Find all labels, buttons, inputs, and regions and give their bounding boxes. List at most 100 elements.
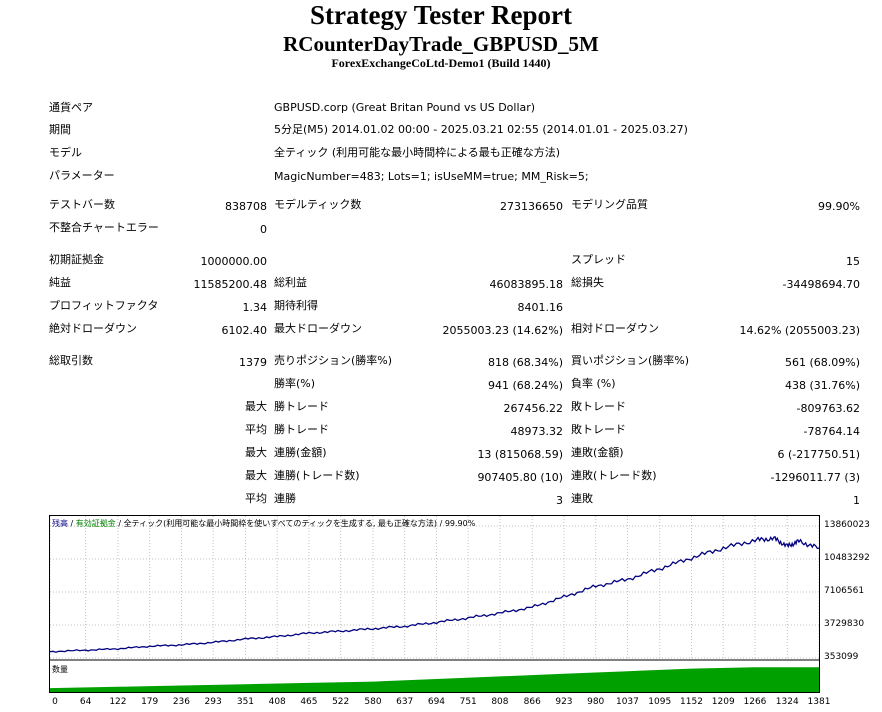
max-cons-amount-prefix: 最大 xyxy=(245,469,267,482)
legend-sep: / xyxy=(115,519,124,528)
average-loss-label: 敗トレード xyxy=(571,423,626,436)
period-label: 期間 xyxy=(49,123,71,136)
max-cons-profit-label: 連勝(トレード数) xyxy=(274,469,360,482)
x-tick-label: 808 xyxy=(491,697,509,707)
x-tick-label: 637 xyxy=(396,697,414,707)
report-subtitle: RCounterDayTrade_GBPUSD_5M xyxy=(283,32,599,56)
model-value: 全ティック (利用可能な最小時間枠による最も正確な方法) xyxy=(274,146,561,159)
y-tick-label: 7106561 xyxy=(824,586,865,596)
chart-svg xyxy=(49,516,820,692)
net-profit-label: 純益 xyxy=(49,276,71,289)
balance-line xyxy=(49,535,820,653)
x-tick-label: 1095 xyxy=(648,697,672,707)
avg-cons-losses-value: 1 xyxy=(853,494,860,507)
avg-cons-wins-label: 連勝 xyxy=(274,492,296,505)
symbol-value: GBPUSD.corp (Great Britan Pound vs US Do… xyxy=(274,101,536,114)
x-tick-label: 408 xyxy=(268,697,286,707)
volume-area xyxy=(50,667,819,692)
max-cons-wins-label: 連勝(金額) xyxy=(274,446,327,459)
max-cons-wins-value: 13 (815068.59) xyxy=(477,448,563,461)
quality-value: 99.90% xyxy=(818,200,860,213)
volume-label: 数量 xyxy=(52,665,68,674)
x-tick-label: 1209 xyxy=(711,697,735,707)
mismatch-value: 0 xyxy=(260,223,267,236)
mismatch-label: 不整合チャートエラー xyxy=(49,221,159,234)
expected-payoff-label: 期待利得 xyxy=(274,299,318,312)
deposit-value: 1000000.00 xyxy=(200,255,267,268)
avg-cons-prefix: 平均 xyxy=(245,492,267,505)
average-win-value: 48973.32 xyxy=(510,425,564,438)
profit-factor-label: プロフィットファクタ xyxy=(49,299,159,312)
symbol-label: 通貨ペア xyxy=(49,101,93,114)
max-cons-losses-value: 6 (-217750.51) xyxy=(777,448,860,461)
quality-legend: 99.90% xyxy=(444,519,476,528)
largest-loss-value: -809763.62 xyxy=(796,402,860,415)
max-cons-profit-value: 907405.80 (10) xyxy=(477,471,563,484)
short-positions-value: 818 (68.34%) xyxy=(487,356,563,369)
total-trades-value: 1379 xyxy=(239,356,267,369)
loss-rate-label: 負率 (%) xyxy=(571,377,616,390)
max-cons-loss-label: 連敗(トレード数) xyxy=(571,469,657,482)
spread-value: 15 xyxy=(846,255,860,268)
long-positions-label: 買いポジション(勝率%) xyxy=(571,354,690,367)
ticks-value: 273136650 xyxy=(500,200,563,213)
x-tick-label: 0 xyxy=(52,697,58,707)
server-build: ForexExchangeCoLtd-Demo1 (Build 1440) xyxy=(331,56,551,70)
gross-loss-value: -34498694.70 xyxy=(782,278,860,291)
ticks-label: モデルティック数 xyxy=(274,198,362,211)
total-trades-label: 総取引数 xyxy=(49,354,93,367)
gross-loss-label: 総損失 xyxy=(571,276,604,289)
max-cons-loss-value: -1296011.77 (3) xyxy=(770,471,860,484)
equity-legend: 有効証拠金 xyxy=(75,519,116,528)
chart-legend: 残高 / 有効証拠金 / 全ティック(利用可能な最小時間枠を使いすべてのティック… xyxy=(52,518,475,529)
x-tick-label: 1381 xyxy=(807,697,831,707)
x-tick-label: 923 xyxy=(555,697,573,707)
abs-drawdown-value: 6102.40 xyxy=(221,324,268,337)
win-rate-value: 941 (68.24%) xyxy=(487,379,563,392)
x-tick-label: 179 xyxy=(141,697,159,707)
balance-legend: 残高 xyxy=(52,519,68,528)
x-tick-label: 1037 xyxy=(615,697,639,707)
max-drawdown-value: 2055003.23 (14.62%) xyxy=(442,324,563,337)
profit-factor-value: 1.34 xyxy=(242,301,268,314)
deposit-label: 初期証拠金 xyxy=(49,253,104,266)
period-value: 5分足(M5) 2014.01.02 00:00 - 2025.03.21 02… xyxy=(274,123,688,136)
x-tick-label: 1152 xyxy=(680,697,703,707)
gross-profit-value: 46083895.18 xyxy=(489,278,563,291)
loss-rate-value: 438 (31.76%) xyxy=(784,379,860,392)
balance-chart: 残高 / 有効証拠金 / 全ティック(利用可能な最小時間枠を使いすべてのティック… xyxy=(49,515,820,693)
x-tick-label: 64 xyxy=(79,697,92,707)
x-tick-label: 293 xyxy=(204,697,222,707)
legend-sep: / xyxy=(68,519,76,528)
largest-win-label: 勝トレード xyxy=(274,400,329,413)
x-tick-label: 122 xyxy=(109,697,127,707)
rel-drawdown-label: 相対ドローダウン xyxy=(571,322,659,335)
long-positions-value: 561 (68.09%) xyxy=(784,356,860,369)
short-positions-label: 売りポジション(勝率%) xyxy=(274,354,393,367)
y-tick-label: 13860023 xyxy=(824,520,870,530)
y-tick-label: 353099 xyxy=(824,652,859,662)
x-tick-label: 694 xyxy=(427,697,446,707)
params-label: パラメーター xyxy=(49,169,115,182)
avg-cons-losses-label: 連敗 xyxy=(571,492,593,505)
y-tick-label: 10483292 xyxy=(824,553,870,563)
x-tick-label: 522 xyxy=(332,697,350,707)
x-tick-label: 351 xyxy=(236,697,255,707)
x-tick-label: 866 xyxy=(523,697,541,707)
win-rate-label: 勝率(%) xyxy=(274,377,316,390)
avg-cons-wins-value: 3 xyxy=(556,494,563,507)
x-tick-label: 980 xyxy=(587,697,605,707)
y-tick-label: 3729830 xyxy=(824,619,865,629)
gross-profit-label: 総利益 xyxy=(274,276,307,289)
spread-label: スプレッド xyxy=(571,253,626,266)
rel-drawdown-value: 14.62% (2055003.23) xyxy=(739,324,860,337)
largest-win-value: 267456.22 xyxy=(503,402,564,415)
net-profit-value: 11585200.48 xyxy=(193,278,267,291)
largest-loss-label: 敗トレード xyxy=(571,400,626,413)
x-tick-label: 580 xyxy=(364,697,382,707)
largest-prefix: 最大 xyxy=(245,400,267,413)
x-tick-label: 465 xyxy=(300,697,318,707)
report-title: Strategy Tester Report xyxy=(310,0,572,30)
average-prefix: 平均 xyxy=(245,423,267,436)
max-drawdown-label: 最大ドローダウン xyxy=(274,322,362,335)
